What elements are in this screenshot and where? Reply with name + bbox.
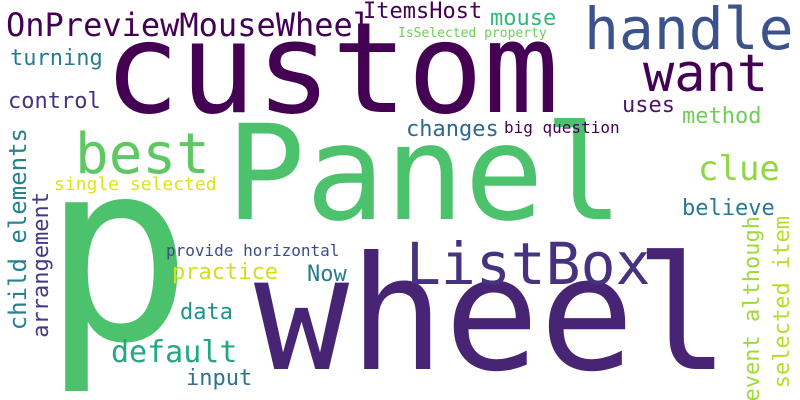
word-p: p [42, 107, 193, 398]
word-wheel: wheel [254, 223, 730, 400]
word-data: data [180, 300, 233, 325]
word-default: default [111, 335, 238, 370]
word-mouse: mouse [490, 6, 557, 31]
word-believe: believe [682, 196, 775, 221]
word-practice: practice [172, 260, 278, 285]
word-custom: custom [104, 0, 560, 142]
word-control: control [8, 89, 101, 114]
word-isselected-property: IsSelected property [398, 26, 547, 41]
word-single-selected: single selected [54, 174, 217, 195]
word-selected-item: selected item [770, 216, 795, 389]
word-onpreviewmousewheel: OnPreviewMouseWheel [6, 6, 373, 44]
word-input: input [186, 366, 253, 391]
word-want: want [643, 44, 769, 104]
word-turning: turning [10, 46, 103, 71]
word-now: Now [307, 262, 347, 287]
word-big-question: big question [504, 118, 620, 137]
word-child-elements: child elements [4, 128, 32, 331]
word-panel: Panel [226, 97, 624, 251]
word-changes: changes [406, 117, 499, 142]
word-clue: clue [698, 149, 780, 189]
word-itemshost: ItemsHost [363, 0, 483, 24]
word-method: method [682, 104, 762, 129]
word-listbox: ListBox [406, 230, 651, 298]
word-best: best [75, 122, 210, 187]
word-uses: uses [622, 93, 675, 118]
word-handle: handle [584, 0, 794, 63]
word-provide-horizontal: provide horizontal [166, 241, 340, 260]
word-event-although: event although [740, 216, 765, 400]
word-arrangement: arrangement [29, 192, 54, 338]
